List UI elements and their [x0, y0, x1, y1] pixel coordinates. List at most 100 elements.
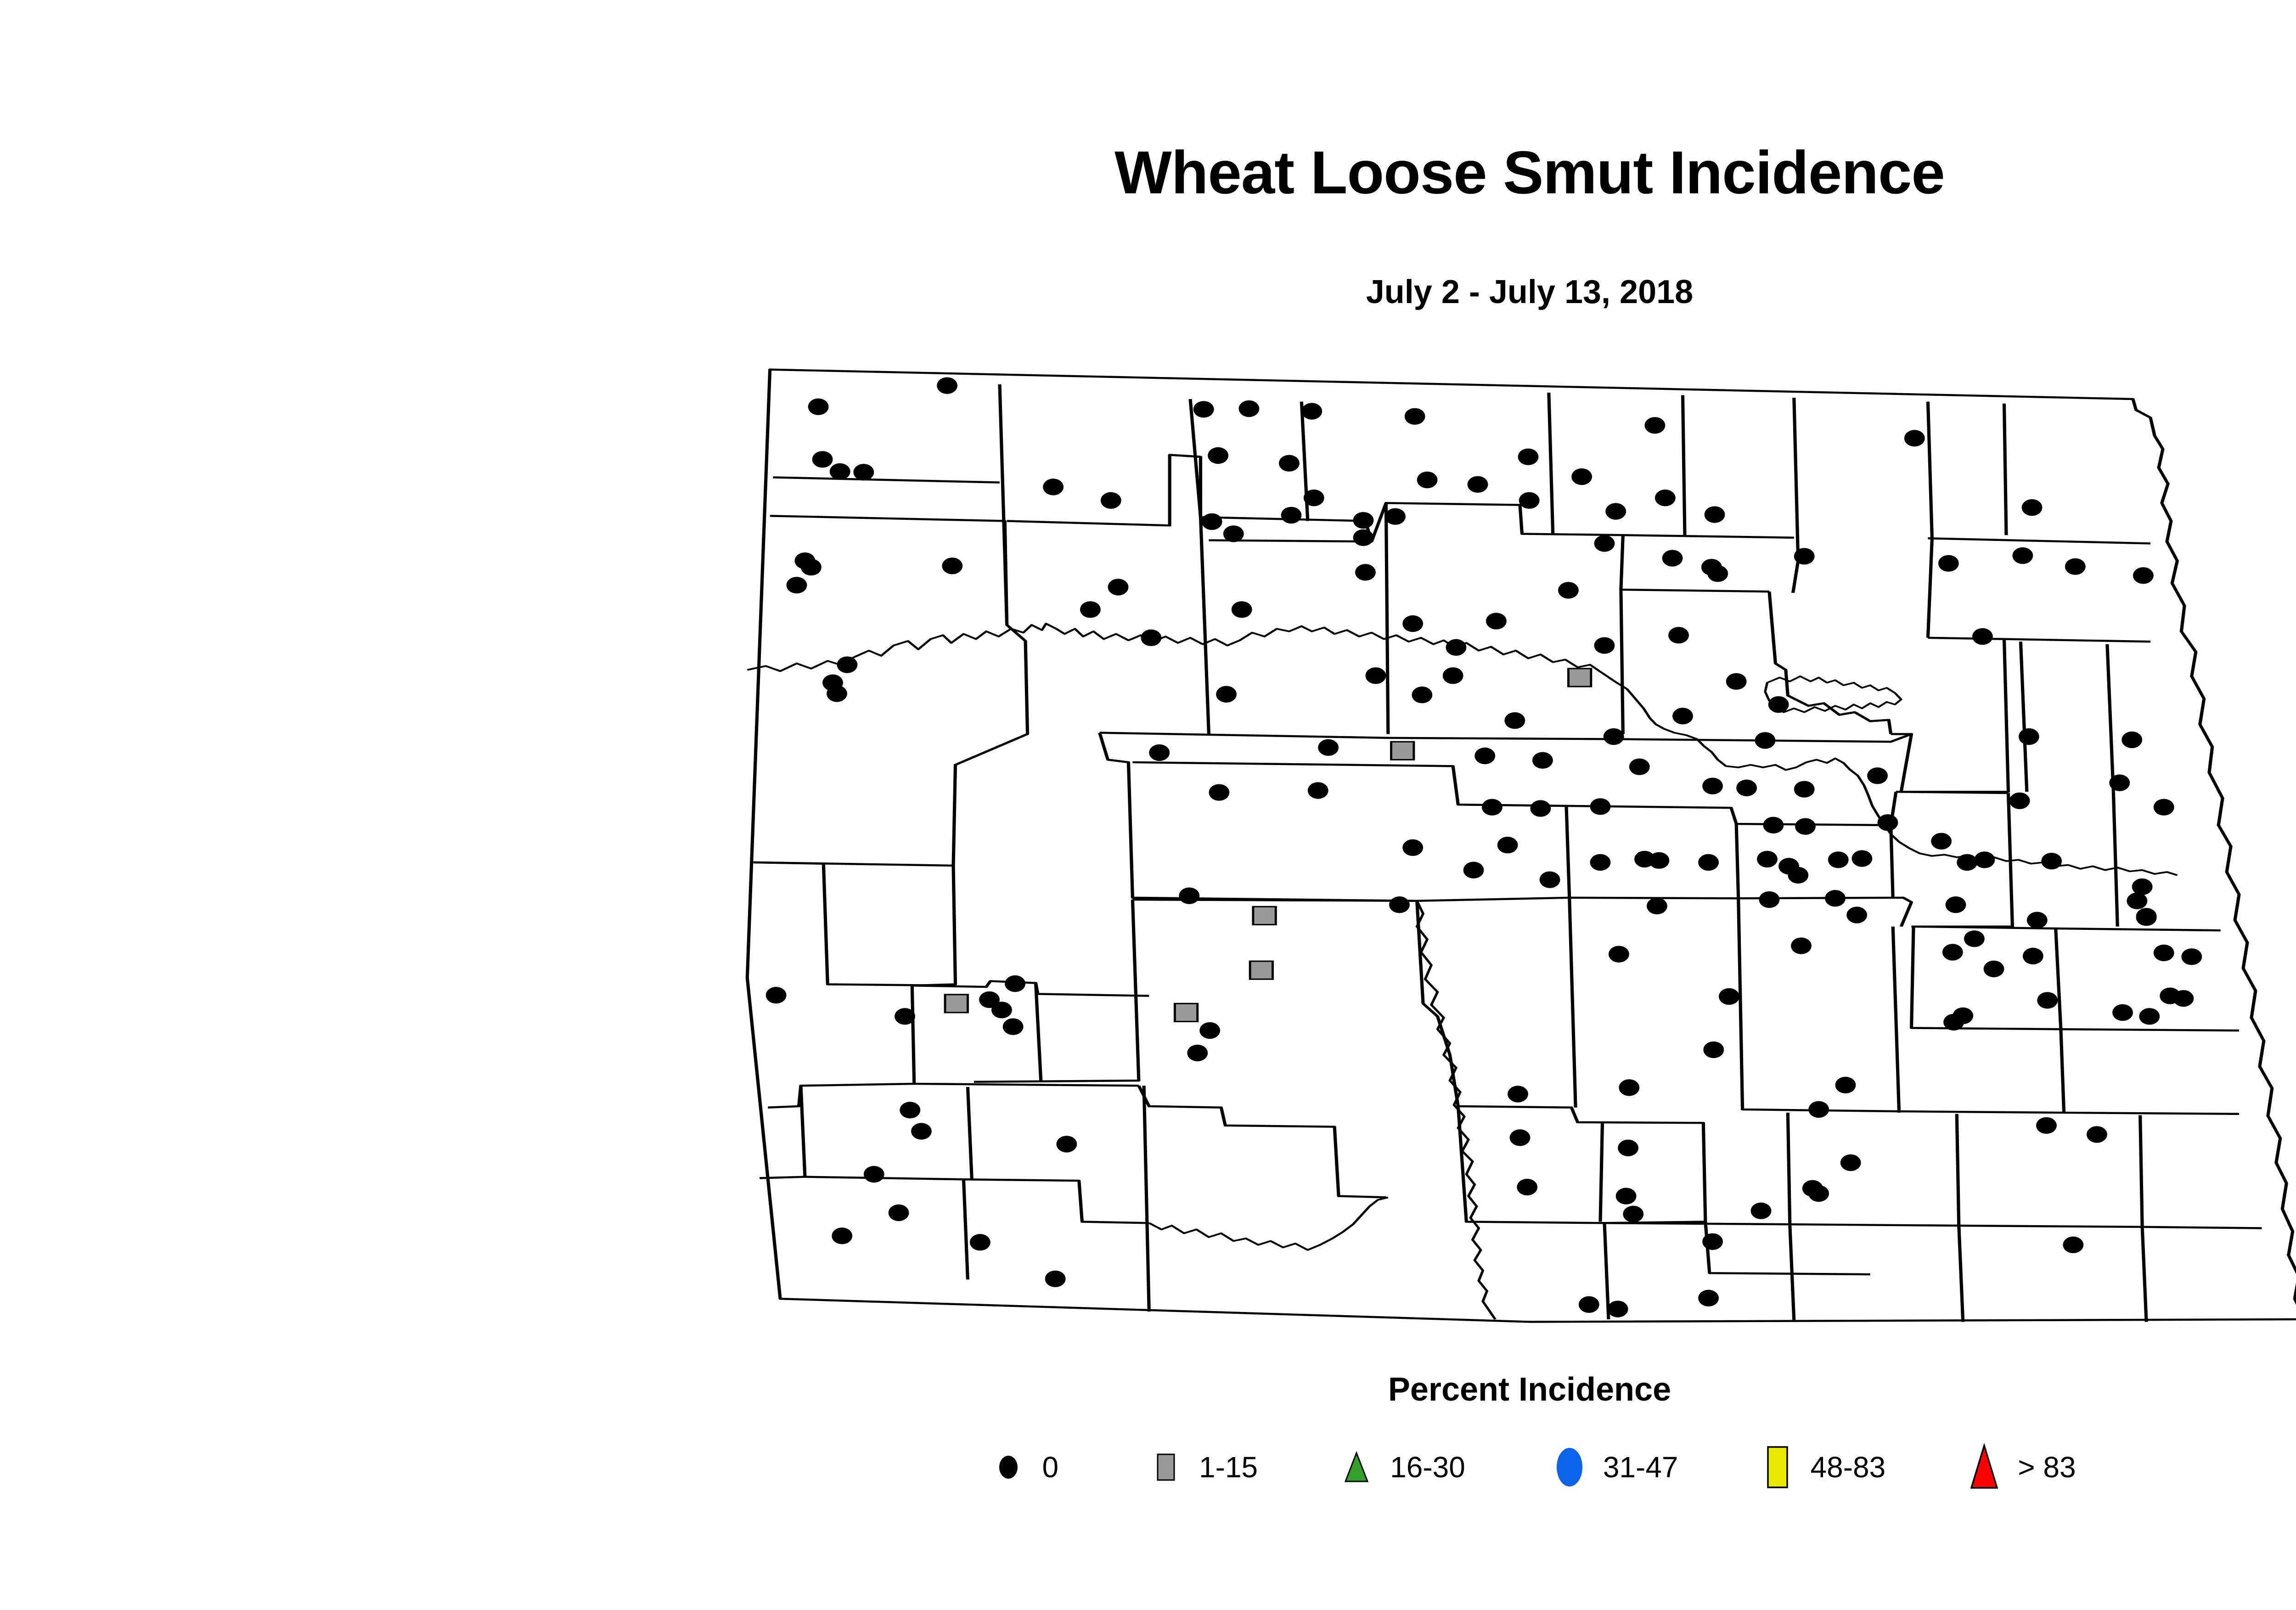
- map-point-0: [1794, 781, 1815, 798]
- legend-square-gray-icon: [1140, 1450, 1191, 1485]
- map-point-0: [1846, 906, 1868, 923]
- map-point-0: [1757, 850, 1778, 868]
- map-point-0: [1355, 564, 1376, 581]
- map-point-0: [829, 463, 850, 480]
- map-point-0: [1607, 1300, 1628, 1317]
- map-point-0: [979, 991, 1000, 1008]
- map-point-0: [1755, 732, 1776, 749]
- county-line: [1896, 790, 2009, 794]
- map-point-0: [1942, 944, 1963, 961]
- map-point-0: [1957, 854, 1978, 871]
- map-point-0: [1672, 708, 1693, 725]
- map-point-0: [863, 1165, 884, 1183]
- map-point-0: [1208, 447, 1229, 464]
- map-point-0: [1080, 601, 1101, 618]
- map-point-0: [2153, 799, 2174, 816]
- county-line: [1142, 1086, 1151, 1312]
- legend-item-1[interactable]: 1-15: [1140, 1450, 1258, 1485]
- county-boundaries: [745, 368, 2296, 1323]
- county-line: [1901, 1110, 2240, 1115]
- map-point-0: [2022, 947, 2043, 965]
- map-point-0: [1791, 937, 1812, 954]
- map-point-0: [1615, 1188, 1637, 1205]
- map-point-0: [853, 464, 874, 481]
- map-point-0: [1532, 752, 1553, 769]
- map-point-0: [1365, 667, 1386, 684]
- map-point-0: [1808, 1101, 1829, 1118]
- map-point-0: [2026, 912, 2048, 929]
- county-line: [2002, 403, 2008, 535]
- map-point-0: [1467, 476, 1488, 493]
- county-line: [1767, 591, 1893, 734]
- map-point-0: [1877, 814, 1898, 831]
- map-point-0: [1281, 507, 1302, 524]
- legend-item-0[interactable]: 0: [983, 1450, 1058, 1484]
- county-line: [2138, 1115, 2144, 1227]
- county-line: [1786, 1112, 1792, 1226]
- map-point-0: [2021, 499, 2043, 516]
- map-point-0: [1618, 1139, 1639, 1156]
- county-line: [974, 899, 1141, 1083]
- county-line: [1137, 1085, 1386, 1199]
- map-point-0: [1594, 535, 1615, 552]
- map-point-0: [2122, 731, 2143, 749]
- map-point-0: [1539, 871, 1560, 888]
- map-point-0: [1353, 529, 1374, 546]
- map-point-0: [937, 377, 957, 394]
- county-line: [1188, 399, 1203, 518]
- map-point-0: [1412, 687, 1433, 704]
- county-line: [1098, 732, 1417, 902]
- map-point-0: [2109, 774, 2130, 791]
- map-point-0: [1187, 1044, 1208, 1062]
- map-point-1-15: [1252, 906, 1277, 926]
- legend-item-4[interactable]: 48-83: [1752, 1443, 1886, 1491]
- map-point-0: [1974, 851, 1995, 868]
- map-point-0: [1303, 490, 1324, 507]
- map-point-0: [1835, 1076, 1856, 1094]
- legend-item-5[interactable]: > 83: [1959, 1442, 2076, 1492]
- map-point-0: [1590, 854, 1611, 871]
- legend-triangle-red-icon: [1959, 1442, 2009, 1492]
- legend-title: Percent Incidence: [1388, 1371, 1671, 1408]
- legend-triangle-green-icon: [1331, 1449, 1382, 1485]
- county-line: [2059, 1029, 2066, 1113]
- map-point-0: [1385, 508, 1406, 525]
- legend: 0 1-15 16-30 31-47 48-83: [0, 1442, 2296, 1492]
- map-point-0: [2132, 878, 2153, 895]
- county-line: [1889, 825, 1895, 898]
- map-point-0: [1698, 1289, 1719, 1306]
- county-line: [773, 476, 1000, 484]
- map-point-0: [1442, 667, 1463, 684]
- map-point-0: [1301, 403, 1322, 420]
- map-point-0: [1223, 525, 1244, 542]
- map-point-0: [837, 656, 858, 673]
- map-point-0: [1719, 988, 1739, 1005]
- legend-label-4: 48-83: [1810, 1451, 1886, 1484]
- county-line: [1681, 395, 1687, 535]
- county-line: [2105, 644, 2115, 792]
- map-point-0: [1578, 1296, 1599, 1313]
- county-line: [2060, 1028, 2240, 1032]
- map-point-0: [1703, 1041, 1724, 1058]
- map-point-0: [832, 1227, 853, 1244]
- map-point-0: [1662, 550, 1683, 567]
- map-point-0: [1402, 615, 1424, 632]
- missouri-river: [1415, 901, 1497, 1320]
- map-point-0: [1707, 565, 1728, 582]
- map-point-0: [1517, 1178, 1538, 1196]
- map-point-0: [2065, 558, 2086, 575]
- map-point-0: [1201, 513, 1222, 530]
- legend-circle-black-icon: [983, 1453, 1034, 1481]
- map-point-0: [1964, 930, 1985, 947]
- map-point-0: [2063, 1236, 2084, 1253]
- map-point-0: [1704, 506, 1725, 523]
- map-point-0: [888, 1204, 909, 1222]
- map-point-0: [1759, 891, 1780, 908]
- map-point-0: [1216, 686, 1237, 703]
- legend-item-3[interactable]: 31-47: [1544, 1444, 1678, 1490]
- map-point-0: [1825, 890, 1846, 907]
- north-dakota-county-map: [716, 349, 2296, 1350]
- map-point-1-15: [1249, 960, 1274, 980]
- map-point-0: [1045, 1270, 1066, 1288]
- legend-item-2[interactable]: 16-30: [1331, 1449, 1465, 1485]
